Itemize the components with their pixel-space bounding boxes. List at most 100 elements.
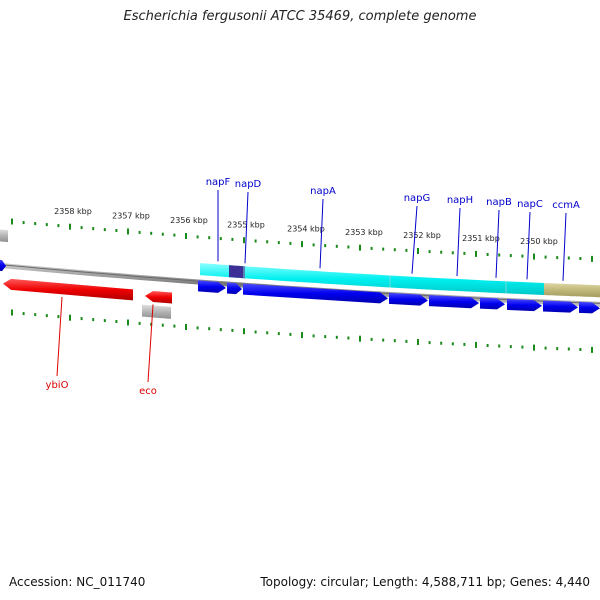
forward-gene-arrow	[429, 295, 479, 309]
scale-tick-label: 2356 kbp	[170, 216, 208, 225]
minor-tick	[150, 322, 153, 326]
gene-labels: 2358 kbp 2357 kbp 2356 kbp 2355 kbp 2354 kbp…	[46, 177, 580, 397]
minor-tick	[138, 321, 141, 325]
minor-tick	[45, 314, 48, 318]
forward-gene-arrow	[198, 280, 226, 293]
minor-tick	[370, 337, 373, 341]
minor-tick	[161, 232, 164, 236]
minor-tick	[45, 223, 48, 227]
gene-pointer-line	[526, 211, 531, 280]
minor-tick	[57, 224, 60, 228]
gene-label-napH: napH	[447, 195, 473, 206]
minor-tick	[544, 255, 547, 259]
minor-tick	[254, 330, 257, 334]
minor-tick	[324, 244, 327, 248]
minor-tick	[138, 230, 141, 234]
minor-tick	[579, 348, 582, 351]
gene-label-napA: napA	[310, 186, 336, 197]
minor-tick	[393, 248, 396, 252]
pseudo-gene	[0, 229, 8, 243]
major-tick	[185, 233, 187, 239]
minor-tick	[463, 251, 466, 255]
minor-tick	[196, 326, 199, 330]
minor-tick	[486, 344, 489, 347]
forward-gene-arrow	[243, 283, 388, 304]
scale-tick-label: 2355 kbp	[227, 220, 265, 229]
minor-tick	[208, 327, 211, 331]
major-tick	[301, 241, 303, 248]
forward-gene-arrow	[227, 282, 242, 295]
scale-tick-label: 2352 kbp	[403, 231, 441, 240]
operon-highlight	[229, 265, 245, 279]
major-tick	[185, 324, 187, 330]
minor-tick	[544, 346, 547, 350]
minor-tick	[161, 323, 164, 327]
minor-tick	[556, 347, 559, 351]
scale-tick-label: 2350 kbp	[520, 237, 558, 246]
gene-label-ccmA: ccmA	[552, 200, 580, 211]
minor-tick	[92, 318, 95, 322]
gene-pointer-line	[411, 205, 418, 274]
minor-tick	[219, 328, 222, 332]
gene-pointer-line	[456, 207, 461, 277]
major-tick	[11, 218, 13, 225]
minor-tick	[266, 331, 269, 335]
tick-row-top	[11, 218, 593, 262]
genome-title: Escherichia fergusonii ATCC 35469, compl…	[123, 9, 477, 24]
major-tick	[301, 332, 303, 339]
major-tick	[69, 223, 71, 230]
minor-tick	[335, 244, 338, 248]
gene-label-napB: napB	[486, 197, 512, 208]
minor-tick	[312, 243, 315, 247]
minor-tick	[440, 341, 443, 345]
major-tick	[11, 309, 13, 316]
forward-gene-arrow	[0, 259, 6, 272]
minor-tick	[277, 332, 280, 336]
major-tick	[243, 237, 245, 244]
scale-tick-label: 2353 kbp	[345, 228, 383, 237]
minor-tick	[254, 239, 257, 243]
minor-tick	[219, 237, 222, 241]
minor-tick	[509, 345, 512, 349]
major-tick	[359, 244, 361, 251]
reverse-gene-arrow	[3, 278, 133, 301]
major-tick	[243, 328, 245, 335]
minor-tick	[103, 319, 106, 323]
major-tick	[417, 339, 419, 345]
minor-tick	[521, 254, 524, 258]
minor-tick	[347, 336, 350, 340]
gene-pointer-line	[562, 212, 567, 281]
minor-tick	[150, 231, 153, 235]
minor-tick	[208, 236, 211, 240]
minor-tick	[451, 342, 454, 346]
minor-tick	[428, 341, 431, 345]
minor-tick	[173, 324, 176, 328]
minor-tick	[80, 226, 83, 230]
gene-label-napD: napD	[235, 179, 262, 190]
minor-tick	[34, 222, 37, 226]
minor-tick	[556, 256, 559, 260]
minor-tick	[498, 344, 501, 348]
pseudo-gene	[142, 304, 171, 319]
tick-row-bottom	[11, 309, 593, 353]
genome-summary-text: Topology: circular; Length: 4,588,711 bp…	[260, 575, 590, 589]
gene-track	[0, 229, 600, 319]
major-tick	[359, 335, 361, 342]
minor-tick	[440, 250, 443, 254]
minor-tick	[370, 246, 373, 250]
minor-tick	[22, 312, 25, 316]
minor-tick	[579, 257, 582, 260]
major-tick	[127, 228, 129, 235]
minor-tick	[463, 342, 466, 346]
forward-gene-arrow	[480, 297, 505, 310]
gene-label-eco: eco	[139, 386, 157, 397]
minor-tick	[486, 253, 489, 256]
major-tick	[417, 248, 419, 254]
gene-label-napC: napC	[517, 199, 543, 210]
minor-tick	[196, 235, 199, 239]
minor-tick	[115, 229, 118, 232]
scale-tick-label: 2351 kbp	[462, 234, 500, 243]
major-tick	[591, 255, 593, 262]
gene-pointer-line	[56, 296, 63, 377]
